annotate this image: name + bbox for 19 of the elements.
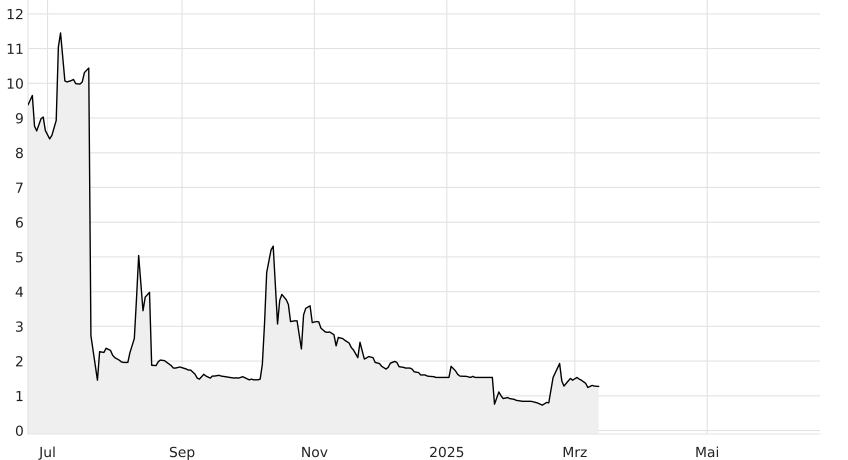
y-tick-label: 5 bbox=[16, 252, 23, 262]
y-tick-label: 6 bbox=[16, 217, 23, 228]
x-tick-label: Mai bbox=[696, 446, 718, 458]
y-tick-label: 3 bbox=[16, 321, 23, 332]
y-tick-label: 7 bbox=[16, 182, 23, 193]
y-tick-label: 0 bbox=[16, 425, 23, 436]
y-tick-label: 2 bbox=[16, 356, 22, 366]
x-tick-label: Jul bbox=[38, 446, 55, 460]
x-tick-label: Nov bbox=[302, 446, 328, 458]
y-tick-label: 8 bbox=[16, 148, 23, 158]
x-tick-label: Mrz bbox=[564, 446, 587, 458]
y-tick-label: 1 bbox=[16, 390, 23, 402]
x-tick-label: Sep bbox=[170, 446, 194, 460]
y-tick-label: 9 bbox=[16, 113, 23, 124]
y-tick-label: 11 bbox=[8, 44, 23, 54]
x-tick-label: 2025 bbox=[430, 446, 464, 458]
y-tick-label: 12 bbox=[8, 8, 22, 20]
y-tick-label: 10 bbox=[8, 78, 23, 89]
y-tick-label: 4 bbox=[16, 286, 24, 297]
